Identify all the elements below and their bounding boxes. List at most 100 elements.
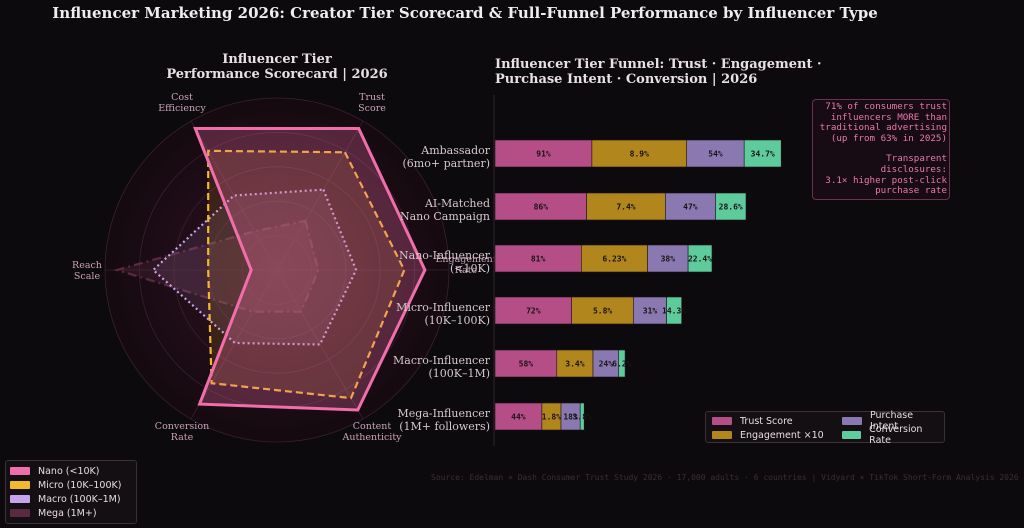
funnel-data-label: 54% bbox=[708, 150, 723, 159]
legend-label: Conversion Rate bbox=[869, 424, 923, 446]
funnel-data-label: 91% bbox=[536, 150, 551, 159]
legend-swatch bbox=[10, 495, 30, 503]
legend-item: Nano (<10K) bbox=[10, 464, 132, 478]
radar-spoke bbox=[190, 269, 278, 420]
funnel-bar-segment bbox=[686, 139, 745, 168]
callout-line: 71% of consumers trust bbox=[825, 101, 947, 112]
funnel-data-label: 24% bbox=[599, 360, 614, 369]
radar-axis-label: Reach Scale bbox=[72, 260, 102, 282]
radar-spoke bbox=[276, 120, 364, 271]
radar-axis-label-line: Reach bbox=[72, 260, 102, 271]
radar-axis-label-line: Efficiency bbox=[158, 103, 206, 114]
funnel-bar-segment bbox=[666, 296, 682, 325]
legend-item: Mega (1M+) bbox=[10, 506, 132, 520]
funnel-data-label: 58% bbox=[519, 360, 534, 369]
funnel-title: Influencer Tier Funnel: Trust · Engageme… bbox=[495, 57, 822, 87]
funnel-data-label: 1.8% bbox=[542, 413, 561, 422]
legend-swatch bbox=[10, 509, 30, 517]
tier-label: Mega-Influencer (1M+ followers) bbox=[397, 407, 490, 433]
funnel-bar-segment bbox=[494, 244, 582, 273]
tier-label: Nano-Influencer (<10K) bbox=[399, 249, 490, 275]
funnel-bar-segment bbox=[743, 139, 782, 168]
funnel-bar-segment bbox=[586, 192, 666, 221]
legend-label: Micro (10K–100K) bbox=[38, 479, 122, 491]
funnel-data-label: 31% bbox=[643, 307, 658, 316]
funnel-data-label: 5.8% bbox=[593, 307, 612, 316]
legend-label: Trust Score bbox=[740, 415, 793, 427]
funnel-data-label: 3.8% bbox=[573, 413, 592, 422]
funnel-bar-segment bbox=[556, 349, 594, 378]
radar-axis-label-line: Authenticity bbox=[341, 432, 402, 443]
tier-label: AI-Matched Nano Campaign bbox=[399, 197, 490, 223]
radar-axis-label: Engagement Rate bbox=[435, 254, 496, 276]
funnel-bar-segment bbox=[687, 244, 713, 273]
radar-axis-label: Conversion Rate bbox=[155, 421, 209, 443]
funnel-data-label: 28.6% bbox=[719, 203, 743, 212]
legend-label: Nano (<10K) bbox=[38, 465, 100, 477]
funnel-bar-segment bbox=[665, 192, 716, 221]
radar-legend: Nano (<10K) Micro (10K–100K) Macro (100K–1… bbox=[5, 460, 137, 524]
funnel-data-label: 8.9% bbox=[630, 150, 649, 159]
legend-swatch bbox=[842, 417, 862, 425]
funnel-data-label: 6.2% bbox=[612, 360, 631, 369]
callout-line: influencers MORE than bbox=[830, 111, 947, 123]
radar-axis-label-line: Engagement bbox=[435, 254, 496, 265]
radar-axis-label-line: Trust bbox=[359, 92, 385, 103]
radar-spoke bbox=[190, 120, 278, 271]
legend-swatch bbox=[712, 417, 732, 425]
tier-label: Macro-Influencer (100K–1M) bbox=[393, 354, 490, 380]
funnel-bar-segment bbox=[579, 402, 585, 431]
legend-item: Purchase Intent bbox=[842, 410, 944, 432]
funnel-data-label: 47% bbox=[683, 203, 698, 212]
funnel-data-label: 14.3% bbox=[662, 307, 686, 316]
radar-axis-label-line: Conversion bbox=[155, 421, 209, 432]
radar-axis-label-line: Cost bbox=[171, 92, 193, 103]
funnel-bar-segment bbox=[494, 296, 572, 325]
tier-label: Micro-Influencer (10K–100K) bbox=[396, 301, 490, 327]
funnel-bar-segment bbox=[715, 192, 747, 221]
legend-swatch bbox=[10, 481, 30, 489]
funnel-bar-segment bbox=[571, 296, 634, 325]
funnel-bar-segment bbox=[647, 244, 689, 273]
funnel-data-label: 86% bbox=[534, 203, 549, 212]
radar-axis-label-line: Content bbox=[353, 421, 392, 432]
funnel-data-label: 81% bbox=[531, 255, 546, 264]
funnel-data-label: 44% bbox=[511, 413, 526, 422]
funnel-data-label: 6.23% bbox=[602, 255, 626, 264]
callout-line: traditional advertising bbox=[819, 122, 947, 134]
legend-swatch bbox=[842, 431, 862, 439]
radar-axis-label: Cost Efficiency bbox=[158, 92, 206, 114]
legend-item: Micro (10K–100K) bbox=[10, 478, 132, 492]
funnel-data-label: 7.4% bbox=[616, 203, 635, 212]
radar-axis-label-line: Rate bbox=[171, 432, 194, 443]
funnel-data-label: 18% bbox=[563, 413, 578, 422]
funnel-data-label: 38% bbox=[661, 255, 676, 264]
funnel-bar-segment bbox=[494, 402, 543, 431]
funnel-bar-segment bbox=[618, 349, 626, 378]
legend-swatch bbox=[712, 431, 732, 439]
funnel-data-label: 3.4% bbox=[565, 360, 584, 369]
legend-label: Macro (100K–1M) bbox=[38, 493, 121, 505]
radar-axis-label-line: Score bbox=[358, 103, 386, 114]
legend-label: Mega (1M+) bbox=[38, 507, 97, 519]
funnel-bar-segment bbox=[580, 244, 648, 273]
radar-axis-label: Content Authenticity bbox=[341, 421, 402, 443]
tier-label: Ambassador (6mo+ partner) bbox=[402, 144, 490, 170]
radar-axis-label: Trust Score bbox=[358, 92, 386, 114]
funnel-bar-segment bbox=[494, 192, 587, 221]
callout-line: 3.1× higher post-click bbox=[825, 174, 947, 186]
legend-item: Conversion Rate bbox=[842, 424, 944, 446]
funnel-data-label: 72% bbox=[526, 307, 541, 316]
callout-line: purchase rate bbox=[875, 185, 947, 197]
funnel-data-label: 34.7% bbox=[751, 150, 775, 159]
radar-series-dotted bbox=[151, 188, 358, 346]
callout-line: (up from 63% in 2025) bbox=[830, 132, 947, 144]
legend-item: Macro (100K–1M) bbox=[10, 492, 132, 506]
funnel-data-label: 22.4% bbox=[688, 255, 712, 264]
radar-title: Influencer Tier Performance Scorecard | 2… bbox=[166, 52, 388, 82]
radar-series-solid bbox=[193, 127, 427, 412]
radar-spoke bbox=[276, 269, 364, 420]
radar-axis-label-line: Rate bbox=[455, 265, 478, 276]
radar-axis-label-line: Scale bbox=[74, 271, 101, 282]
